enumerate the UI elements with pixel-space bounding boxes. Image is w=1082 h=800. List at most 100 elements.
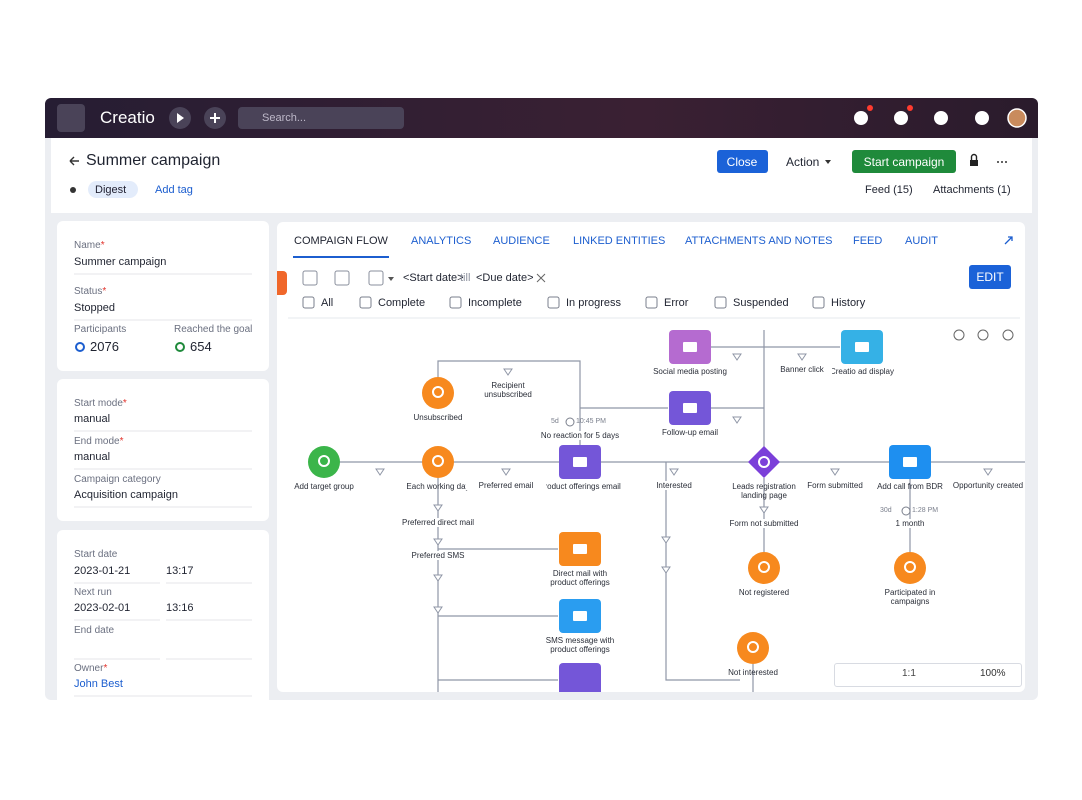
node-label: Social media posting [653,367,727,376]
node-icon [318,455,330,467]
filter[interactable]: Error [664,297,689,309]
apps-button[interactable] [57,104,85,132]
field-value: manual [74,451,111,463]
canvas-tool [953,329,965,341]
tab[interactable]: AUDIT [905,235,938,247]
node-icon [747,641,759,653]
edge-label: Preferred email [466,481,546,490]
attachments-link[interactable]: Attachments (1) [933,184,1011,196]
connector [665,462,740,681]
action-button[interactable]: Action [786,155,820,169]
node-label: Creatio ad display [829,367,895,376]
node-icon [758,561,770,573]
filter-icon [501,468,511,476]
logo: Creatio [100,108,155,127]
node-label: Product offerings email [539,482,621,491]
flow-node [748,552,780,584]
app-content: Add target group Each working day Unsubscr… [45,98,1038,700]
filter-icon [732,416,742,424]
tab[interactable]: ANALYTICS [411,235,472,247]
node-label: Direct mail with product offerings [550,569,610,587]
app-window: Add target group Each working day Unsubscr… [45,98,1038,700]
filter-icon [433,606,443,614]
flow-node [308,446,340,478]
tab[interactable]: LINKED ENTITIES [573,235,666,247]
flow-canvas-inner: Add target group Each working day Unsubscr… [277,318,1025,692]
due-date: <Due date> [476,272,534,284]
notify-dot [867,105,873,111]
details-panel [57,379,269,521]
node-label: Not registered [738,588,790,597]
flow-node [748,446,780,478]
field-value: Summer campaign [74,256,167,268]
filter[interactable]: History [831,297,866,309]
filter-icon [732,353,742,361]
feed-link[interactable]: Feed (15) [865,184,913,196]
filter-icon [759,506,769,514]
tab[interactable]: FEED [853,235,883,247]
tab[interactable]: COMPAIGN FLOW [294,235,388,247]
filter[interactable]: In progress [566,297,622,309]
field-label: Participants [74,324,127,335]
page-title: Summer campaign [86,152,221,169]
toolbar-icon [975,111,989,125]
field-value: 2076 [90,339,119,354]
filter-icon [983,468,993,476]
collapse-toggle[interactable] [277,271,287,295]
filter-icon [830,468,840,476]
filter-checkbox [645,296,658,309]
node-icon [855,342,869,352]
more-dot [1001,161,1003,163]
edit-button[interactable] [969,265,1011,289]
filter-checkbox [449,296,462,309]
field-label: Status* [74,286,107,297]
zoom-level[interactable]: 100% [980,668,1006,679]
close-button[interactable] [717,150,768,173]
node-icon [683,342,697,352]
add-icon [210,113,220,123]
tab[interactable]: ATTACHMENTS AND NOTES [685,235,833,247]
start-date: <Start date> [403,272,464,284]
node-label: Unsubscribed [413,413,463,422]
lock-icon [970,160,978,166]
field-value[interactable]: John Best [74,678,123,690]
add-tag[interactable]: Add tag [155,184,193,196]
search-box[interactable] [238,107,404,129]
timer-time: 10:45 PM [576,418,606,425]
field-value: Acquisition campaign [74,489,178,501]
zoom-ratio[interactable]: 1:1 [902,668,916,679]
node-icon [432,386,444,398]
field-value: 2023-02-01 [74,602,131,614]
run-icon [177,113,184,123]
filter-checkbox [812,296,825,309]
filter[interactable]: Suspended [733,297,789,309]
node-label: Add target group [294,482,354,491]
node-icon [758,456,770,468]
notify-dot [907,105,913,111]
field-label: Next run [74,587,112,598]
field-label: End date [74,625,115,636]
node-icon [903,457,917,467]
filter-icon [661,566,671,574]
details-panel [57,530,269,700]
filter[interactable]: All [321,297,334,309]
start-button[interactable] [852,150,956,173]
node-icon [904,561,916,573]
edge-label: Form submitted [800,481,870,490]
start-label: Start campaign [863,155,945,169]
node-label: Participated in campaigns [884,588,936,606]
clear-dates [536,273,546,283]
filter[interactable]: Complete [378,297,426,309]
filter-checkbox [359,296,372,309]
details-panel [57,221,269,371]
timer-delay: 30d [880,507,892,514]
filter[interactable]: Incomplete [468,297,522,309]
flow-node [894,552,926,584]
toolbar-icon [934,111,948,125]
flow-node [422,377,454,409]
timer-time: 1:28 PM [912,507,939,514]
tab[interactable]: AUDIENCE [493,235,550,247]
required-marker: * [119,436,124,447]
expand-icon [1004,236,1013,245]
field-value: 654 [190,339,212,354]
